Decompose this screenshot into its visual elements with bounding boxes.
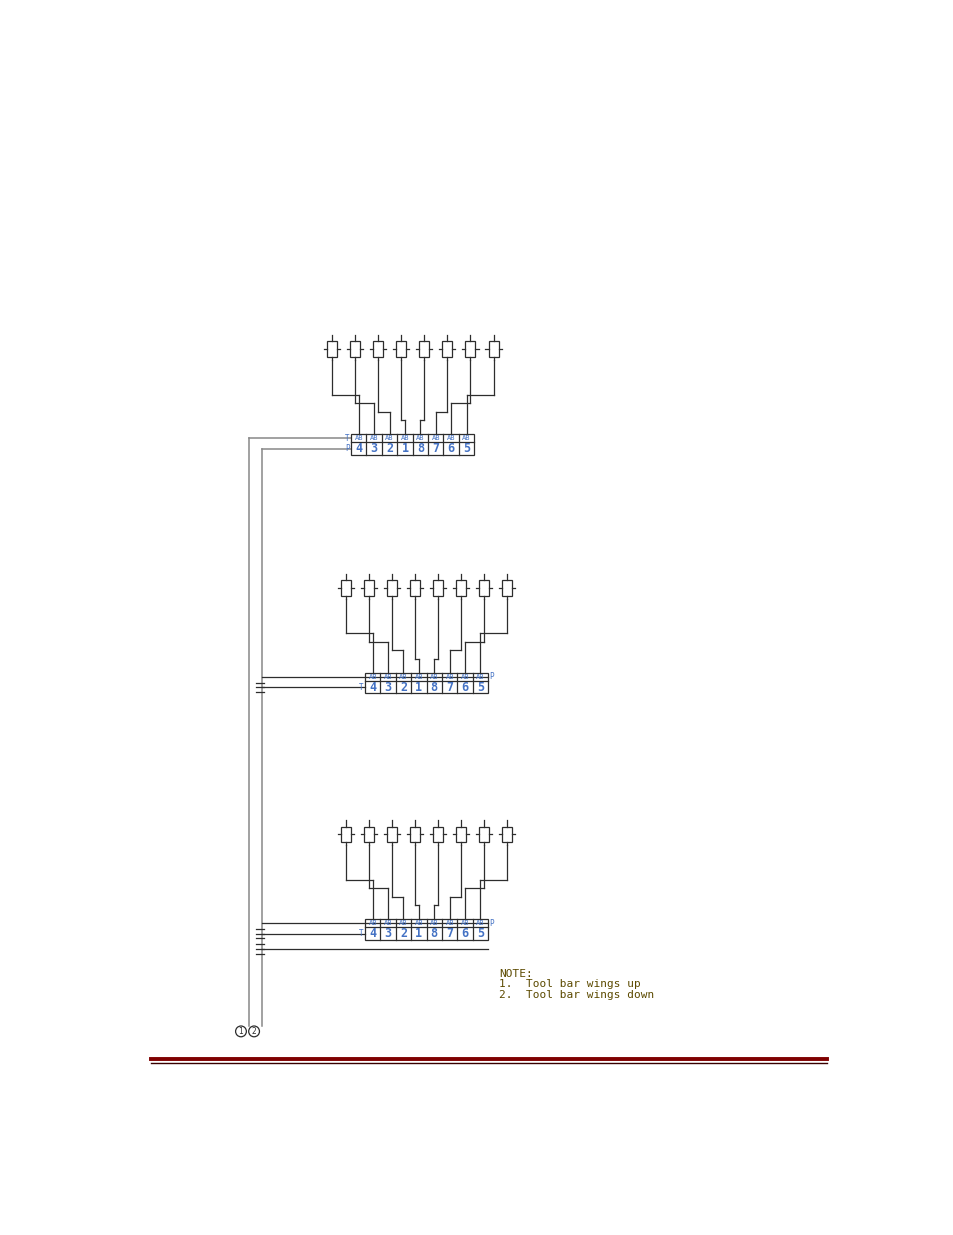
Text: AB: AB (446, 435, 455, 441)
Bar (418, 341, 429, 357)
Text: AB: AB (400, 435, 409, 441)
Bar (410, 826, 419, 842)
Text: 7: 7 (446, 927, 453, 940)
Text: AB: AB (431, 435, 439, 441)
Bar (502, 580, 512, 595)
Bar (350, 341, 359, 357)
Bar (442, 341, 452, 357)
Text: 2: 2 (399, 680, 407, 694)
Text: AB: AB (370, 435, 378, 441)
Text: 6: 6 (447, 442, 455, 454)
Text: AB: AB (445, 674, 454, 679)
Text: 8: 8 (430, 927, 437, 940)
Bar (456, 580, 466, 595)
Bar (395, 341, 406, 357)
Text: AB: AB (368, 674, 376, 679)
Text: 4: 4 (369, 927, 375, 940)
Text: P: P (345, 445, 349, 453)
Text: AB: AB (385, 435, 394, 441)
Text: 4: 4 (369, 680, 375, 694)
Text: AB: AB (462, 435, 471, 441)
Text: AB: AB (430, 674, 438, 679)
Text: 8: 8 (430, 680, 437, 694)
Bar (363, 826, 374, 842)
Bar (456, 826, 466, 842)
Text: 6: 6 (461, 680, 468, 694)
Text: P: P (489, 672, 494, 682)
Bar (340, 580, 351, 595)
Text: AB: AB (476, 920, 484, 926)
Text: NOTE:: NOTE: (498, 968, 532, 978)
Text: AB: AB (445, 920, 454, 926)
Bar (465, 341, 475, 357)
Text: 1: 1 (415, 927, 422, 940)
Bar (387, 826, 396, 842)
Bar (373, 341, 383, 357)
Text: 6: 6 (461, 927, 468, 940)
Text: AB: AB (430, 920, 438, 926)
Text: 1.  Tool bar wings up: 1. Tool bar wings up (498, 979, 640, 989)
Bar (410, 580, 419, 595)
Text: 1: 1 (415, 680, 422, 694)
Text: 8: 8 (416, 442, 423, 454)
Text: 2: 2 (386, 442, 393, 454)
Text: 2: 2 (252, 1026, 256, 1036)
Text: 5: 5 (476, 927, 483, 940)
Text: 5: 5 (462, 442, 470, 454)
Text: AB: AB (416, 435, 424, 441)
Text: AB: AB (460, 920, 469, 926)
Text: 1: 1 (401, 442, 408, 454)
Text: AB: AB (383, 674, 392, 679)
Bar (478, 826, 489, 842)
Text: 5: 5 (476, 680, 483, 694)
Text: 1: 1 (238, 1026, 243, 1036)
Bar (351, 433, 474, 454)
Bar (365, 673, 488, 693)
Text: AB: AB (355, 435, 363, 441)
Bar (433, 580, 442, 595)
Text: T: T (358, 683, 363, 692)
Text: 3: 3 (371, 442, 377, 454)
Text: 2.  Tool bar wings down: 2. Tool bar wings down (498, 990, 654, 1000)
Text: 7: 7 (446, 680, 453, 694)
Bar (363, 580, 374, 595)
Text: AB: AB (368, 920, 376, 926)
Text: 3: 3 (384, 680, 392, 694)
Bar (387, 580, 396, 595)
Bar (327, 341, 336, 357)
Text: 3: 3 (384, 927, 392, 940)
Text: AB: AB (398, 920, 407, 926)
Bar (433, 826, 442, 842)
Text: AB: AB (460, 674, 469, 679)
Text: 2: 2 (399, 927, 407, 940)
Text: 7: 7 (432, 442, 439, 454)
Text: AB: AB (383, 920, 392, 926)
Text: AB: AB (476, 674, 484, 679)
Text: P: P (489, 919, 494, 927)
Bar (488, 341, 498, 357)
Bar (478, 580, 489, 595)
Bar (502, 826, 512, 842)
Text: 4: 4 (355, 442, 362, 454)
Bar (340, 826, 351, 842)
Text: AB: AB (398, 674, 407, 679)
Text: AB: AB (415, 920, 423, 926)
Text: T: T (358, 929, 363, 939)
Text: AB: AB (415, 674, 423, 679)
Bar (365, 919, 488, 940)
Text: T: T (345, 433, 349, 442)
